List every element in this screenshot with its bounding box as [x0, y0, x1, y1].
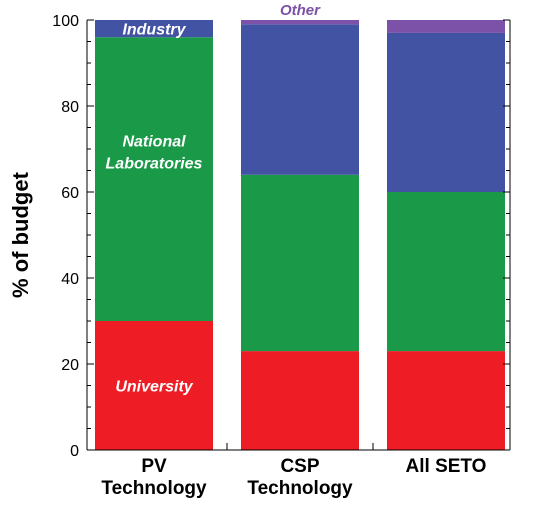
bar-segment-industry-2: [241, 24, 359, 175]
bar-segment-university-2: [241, 351, 359, 450]
x-category-label: CSP Technology: [247, 456, 353, 499]
segment-label-national-laboratories: National Laboratories: [106, 133, 203, 172]
y-tick-label: 20: [61, 357, 79, 374]
bar-segment-industry-1: [95, 20, 213, 38]
y-tick-label: 0: [70, 443, 79, 460]
bar-segment-national-laboratories-2: [241, 174, 359, 352]
bar-segment-other-2: [241, 20, 359, 25]
x-category-label: PV Technology: [101, 456, 207, 499]
bars-group: [95, 20, 505, 450]
x-category-label: All SETO: [406, 456, 487, 477]
bar-segment-university-3: [387, 351, 505, 450]
bar-segment-industry-3: [387, 32, 505, 193]
segment-label-university: University: [115, 379, 193, 396]
bar-segment-university-1: [95, 321, 213, 450]
y-axis-title: % of budget: [8, 171, 33, 298]
bar-segment-national-laboratories-3: [387, 192, 505, 352]
labels-group: University National Laboratories Industry Ot…: [106, 2, 322, 396]
y-tick-label: 60: [61, 185, 79, 202]
y-tick-label: 80: [61, 99, 79, 116]
annotation-other: Other: [280, 2, 321, 19]
y-tick-label: 100: [52, 13, 79, 30]
segment-label-industry: Industry: [122, 22, 186, 39]
axes-group: 0 20 40 60 80 100 PV Technology CSP Technology All…: [52, 13, 511, 499]
y-tick-label: 40: [61, 271, 79, 288]
bar-segment-other-3: [387, 20, 505, 33]
bar-segment-national-laboratories-1: [95, 37, 213, 321]
